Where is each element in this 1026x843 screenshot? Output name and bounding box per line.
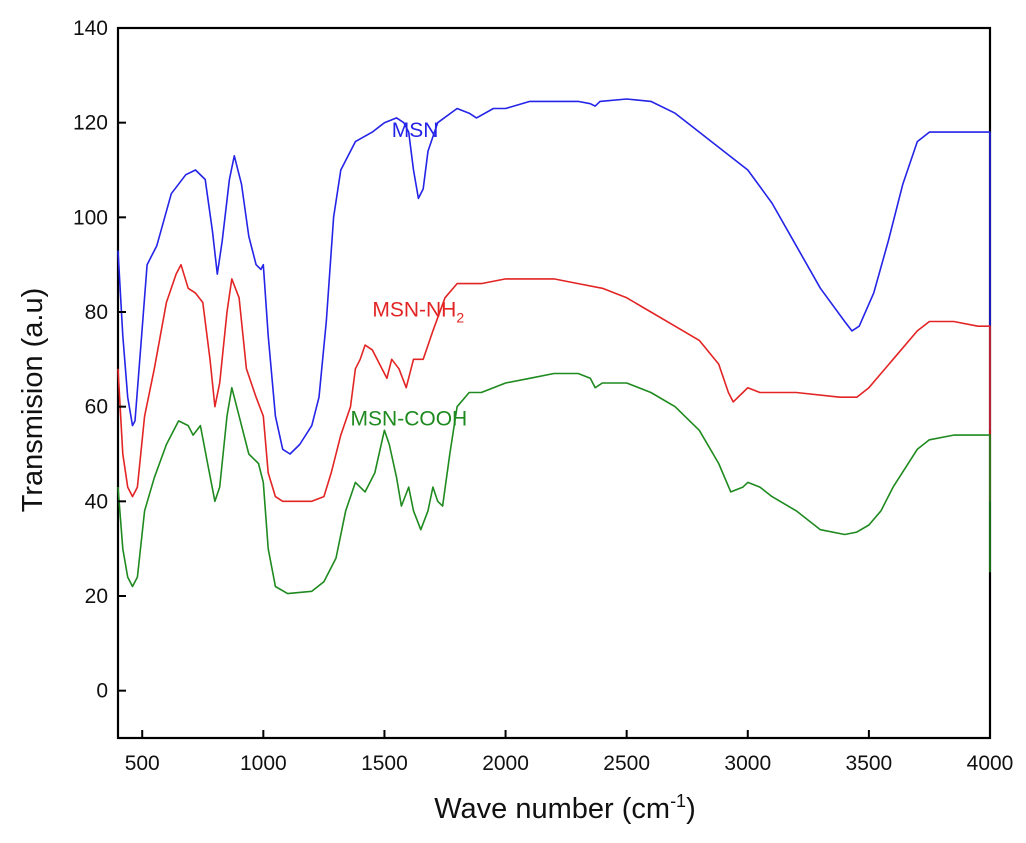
y-tick-label: 20 bbox=[85, 585, 108, 608]
y-tick-label: 0 bbox=[96, 680, 108, 703]
series-line-msn-cooh bbox=[117, 372, 991, 595]
y-tick-label: 120 bbox=[73, 112, 108, 135]
x-tick-label: 3500 bbox=[846, 752, 893, 775]
y-tick-label: 60 bbox=[85, 396, 108, 419]
y-tick-label: 140 bbox=[73, 17, 108, 40]
x-tick-label: 4000 bbox=[967, 752, 1014, 775]
y-tick-label: 100 bbox=[73, 206, 108, 229]
x-axis-title: Wave number (cm-1) bbox=[434, 791, 696, 825]
x-tick-label: 3000 bbox=[724, 752, 771, 775]
plot-border bbox=[116, 26, 992, 740]
x-tick-label: 500 bbox=[125, 752, 160, 775]
y-tick-label: 40 bbox=[85, 490, 108, 513]
series-line-msn bbox=[117, 98, 991, 455]
series-line-msn-nh2 bbox=[117, 263, 991, 503]
y-axis-title: Transmision (a.u) bbox=[17, 288, 49, 513]
series-label-msn-cooh: MSN-COOH bbox=[351, 408, 468, 431]
y-axis-ticks: 0 20 40 60 80 100 120 140 bbox=[73, 17, 126, 703]
series-label-msn-nh2: MSN-NH2 bbox=[372, 299, 464, 326]
x-tick-label: 1500 bbox=[361, 752, 408, 775]
x-axis-ticks: 500 1000 1500 2000 2500 3000 3500 4000 bbox=[125, 730, 1014, 775]
series-layer bbox=[117, 98, 991, 595]
series-labels: MSN MSN-NH2 MSN-COOH bbox=[351, 119, 468, 431]
y-tick-label: 80 bbox=[85, 301, 108, 324]
series-label-msn: MSN bbox=[392, 119, 439, 142]
x-tick-label: 1000 bbox=[240, 752, 287, 775]
plot-frame bbox=[116, 26, 992, 740]
x-tick-label: 2000 bbox=[482, 752, 529, 775]
x-tick-label: 2500 bbox=[603, 752, 650, 775]
